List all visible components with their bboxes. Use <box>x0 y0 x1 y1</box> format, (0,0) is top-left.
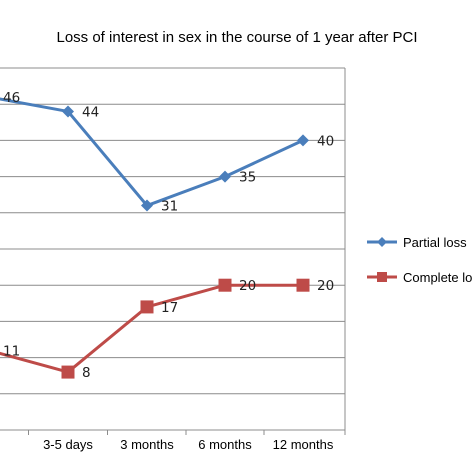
series-2: 11 8 17 20 20 <box>0 278 334 381</box>
data-label: 31 <box>161 199 178 215</box>
series-1: 46 44 31 35 40 <box>0 90 334 215</box>
data-label: 40 <box>317 133 334 149</box>
legend: Partial loss Complete lo <box>367 235 472 285</box>
series-line <box>0 283 303 374</box>
legend-label: Partial loss <box>403 235 467 250</box>
data-label: 8 <box>82 365 91 381</box>
data-label: 35 <box>239 170 256 186</box>
x-tick-label: 6 months <box>198 437 252 452</box>
legend-label: Complete lo <box>403 270 472 285</box>
chart-title: Loss of interest in sex in the course of… <box>56 29 417 46</box>
data-point-diamond <box>219 170 231 183</box>
x-tick-label: 3-5 days <box>43 437 93 452</box>
data-point-diamond <box>141 199 153 212</box>
gridlines <box>0 67 345 395</box>
data-point-square <box>61 365 75 379</box>
series-line <box>0 97 304 208</box>
data-label: 20 <box>239 278 256 294</box>
legend-marker-square <box>377 272 387 282</box>
data-label: 17 <box>161 300 178 316</box>
axes <box>0 68 346 435</box>
legend-item: Complete lo <box>367 270 472 285</box>
series-group: 46 44 31 35 40 11 8 17 20 20 <box>0 90 334 381</box>
data-label: 44 <box>82 104 99 120</box>
data-point-square <box>140 300 154 314</box>
data-point-square <box>296 278 310 292</box>
x-tick-label: 12 months <box>273 437 334 452</box>
legend-item: Partial loss <box>367 235 467 250</box>
data-label: 46 <box>3 90 20 106</box>
data-label: 20 <box>317 278 334 294</box>
data-label: 11 <box>3 343 20 359</box>
x-tick-labels: 3-5 days 3 months 6 months 12 months <box>43 437 334 452</box>
data-point-diamond <box>297 134 309 147</box>
x-tick-label: 3 months <box>120 437 174 452</box>
legend-marker-diamond <box>377 237 387 247</box>
data-point-diamond <box>62 105 74 118</box>
data-point-square <box>218 278 232 292</box>
